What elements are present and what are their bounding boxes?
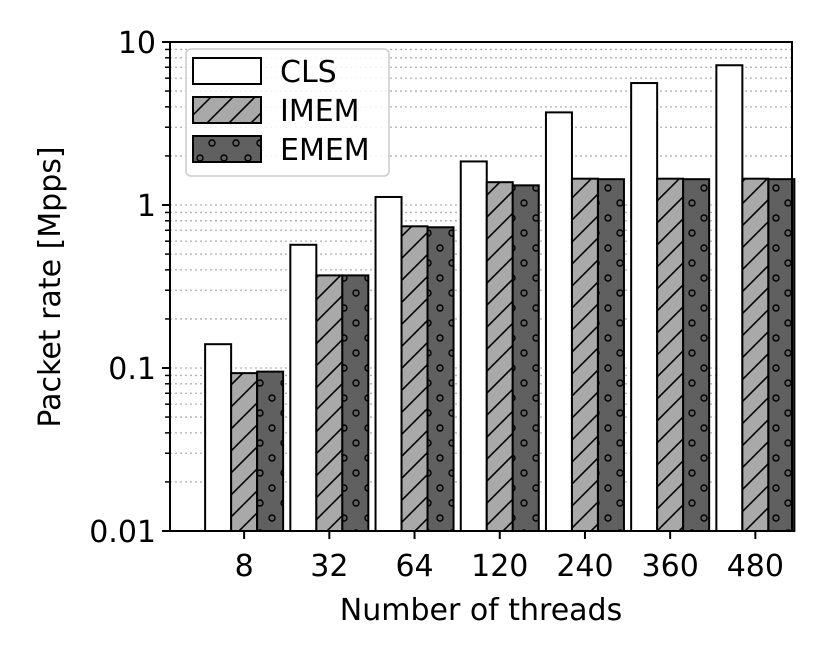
legend-label: EMEM	[280, 133, 370, 168]
bar-cls-120	[459, 160, 488, 532]
bar-cls-480	[715, 64, 744, 533]
bar-imem-32	[315, 274, 344, 532]
bar-emem-480	[767, 178, 796, 532]
bars	[204, 64, 796, 533]
bar-cls-32	[289, 243, 318, 533]
x-tick-label: 8	[235, 549, 254, 584]
bar-emem-32	[341, 274, 370, 532]
x-tick-label: 240	[556, 549, 613, 584]
bar-emem-360	[682, 178, 711, 532]
x-axis-label: Number of threads	[340, 593, 622, 628]
y-axis-label: Packet rate [Mpps]	[33, 146, 68, 427]
bar-cls-240	[544, 111, 573, 532]
bar-emem-64	[426, 226, 455, 532]
bar-hatch	[427, 227, 454, 531]
legend-label: IMEM	[280, 94, 360, 129]
bar-imem-8	[230, 372, 259, 532]
x-tick-label: 32	[310, 549, 348, 584]
y-tick-label: 10	[118, 26, 156, 61]
bar-fill	[205, 344, 232, 531]
bar-hatch	[316, 275, 343, 531]
legend-item-cls: CLS	[192, 55, 337, 90]
plot-frame	[169, 41, 793, 532]
y-tick-label: 0.01	[89, 515, 156, 550]
legend-label: CLS	[280, 55, 337, 90]
bar-hatch	[768, 179, 795, 531]
bar-emem-240	[596, 178, 625, 532]
legend-item-emem: EMEM	[192, 133, 370, 168]
bar-imem-240	[570, 177, 599, 532]
bar-emem-8	[256, 370, 285, 532]
ticks: 8 32 64 120 240 360 480 0.01 0.1 1 10	[89, 26, 784, 584]
y-tick-label: 1	[137, 189, 156, 224]
bar-hatch	[401, 226, 428, 531]
bar-imem-64	[400, 225, 429, 533]
bar-hatch	[597, 179, 624, 531]
legend: CLS IMEM EMEM	[185, 48, 390, 177]
bar-hatch	[512, 185, 539, 532]
y-tick-label: 0.1	[108, 352, 156, 387]
legend-swatch	[193, 58, 261, 84]
bar-hatch	[486, 182, 513, 531]
bar-hatch	[683, 179, 710, 531]
bar-fill	[631, 83, 658, 531]
bar-fill	[290, 244, 317, 531]
bar-hatch	[742, 178, 769, 531]
x-tick-label: 480	[727, 549, 784, 584]
bar-cls-360	[630, 82, 659, 532]
bar-imem-120	[485, 181, 514, 532]
bar-hatch	[571, 178, 598, 531]
x-tick-label: 64	[395, 549, 433, 584]
x-tick-label: 360	[642, 549, 699, 584]
x-tick-label: 120	[471, 549, 528, 584]
bar-hatch	[342, 275, 369, 531]
bar-imem-360	[656, 177, 685, 532]
bar-fill	[375, 196, 402, 531]
bar-fill	[716, 65, 743, 531]
bar-cls-64	[374, 195, 403, 533]
legend-item-imem: IMEM	[192, 94, 360, 129]
bar-hatch	[231, 373, 258, 531]
bar-hatch	[657, 178, 684, 531]
bar-imem-480	[741, 177, 770, 532]
bar-cls-8	[204, 343, 233, 532]
bar-fill	[460, 161, 487, 532]
bar-emem-120	[511, 184, 540, 533]
bar-fill	[545, 112, 572, 531]
bar-hatch	[257, 371, 284, 531]
